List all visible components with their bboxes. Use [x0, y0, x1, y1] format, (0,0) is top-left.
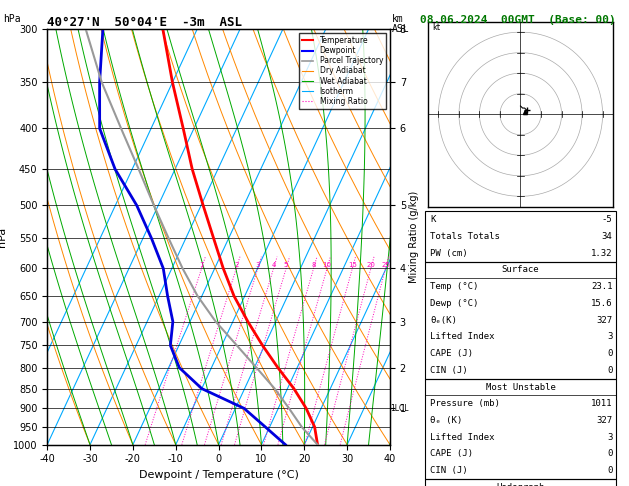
Y-axis label: hPa: hPa	[0, 227, 8, 247]
Text: hPa: hPa	[3, 14, 21, 24]
Text: 34: 34	[602, 232, 613, 241]
Text: 23.1: 23.1	[591, 282, 613, 291]
Text: 40°27'N  50°04'E  -3m  ASL: 40°27'N 50°04'E -3m ASL	[47, 16, 242, 29]
X-axis label: Dewpoint / Temperature (°C): Dewpoint / Temperature (°C)	[138, 470, 299, 480]
Bar	[425, 261, 616, 379]
Text: θₑ (K): θₑ (K)	[430, 416, 462, 425]
Y-axis label: Mixing Ratio (g/kg): Mixing Ratio (g/kg)	[409, 191, 419, 283]
Text: Lifted Index: Lifted Index	[430, 433, 495, 442]
Text: 0: 0	[607, 349, 613, 358]
Text: 1: 1	[199, 262, 204, 268]
Bar	[425, 479, 616, 486]
Text: 0: 0	[607, 450, 613, 458]
Text: Totals Totals: Totals Totals	[430, 232, 500, 241]
Text: CAPE (J): CAPE (J)	[430, 349, 474, 358]
Bar	[425, 211, 616, 261]
Text: Pressure (mb): Pressure (mb)	[430, 399, 500, 408]
Bar	[425, 379, 616, 479]
Text: 1.32: 1.32	[591, 249, 613, 258]
Text: 0: 0	[607, 366, 613, 375]
Text: 3: 3	[255, 262, 260, 268]
Text: K: K	[430, 215, 436, 224]
Text: 15: 15	[348, 262, 357, 268]
Text: 3: 3	[607, 433, 613, 442]
Text: Dewp (°C): Dewp (°C)	[430, 299, 479, 308]
Text: CAPE (J): CAPE (J)	[430, 450, 474, 458]
Text: 5: 5	[284, 262, 288, 268]
Text: 15.6: 15.6	[591, 299, 613, 308]
Text: CIN (J): CIN (J)	[430, 466, 468, 475]
Text: 10: 10	[323, 262, 331, 268]
Text: 8: 8	[311, 262, 316, 268]
Text: 08.06.2024  00GMT  (Base: 00): 08.06.2024 00GMT (Base: 00)	[420, 15, 615, 25]
Text: -5: -5	[602, 215, 613, 224]
Text: ASL: ASL	[392, 24, 409, 34]
Text: 20: 20	[367, 262, 376, 268]
Text: 25: 25	[381, 262, 390, 268]
Text: 1LCL: 1LCL	[391, 404, 409, 413]
Text: θₑ(K): θₑ(K)	[430, 315, 457, 325]
Text: Hodograph: Hodograph	[496, 483, 545, 486]
Legend: Temperature, Dewpoint, Parcel Trajectory, Dry Adiabat, Wet Adiabat, Isotherm, Mi: Temperature, Dewpoint, Parcel Trajectory…	[299, 33, 386, 109]
Text: 3: 3	[607, 332, 613, 341]
Text: CIN (J): CIN (J)	[430, 366, 468, 375]
Text: 327: 327	[596, 416, 613, 425]
Text: Temp (°C): Temp (°C)	[430, 282, 479, 291]
Text: PW (cm): PW (cm)	[430, 249, 468, 258]
Text: kt: kt	[432, 23, 440, 32]
Text: Lifted Index: Lifted Index	[430, 332, 495, 341]
Text: 0: 0	[607, 466, 613, 475]
Text: Surface: Surface	[502, 265, 539, 275]
Text: Most Unstable: Most Unstable	[486, 382, 555, 392]
Text: 4: 4	[271, 262, 276, 268]
Text: 1011: 1011	[591, 399, 613, 408]
Text: km: km	[392, 14, 404, 24]
Text: 327: 327	[596, 315, 613, 325]
Text: 2: 2	[234, 262, 238, 268]
